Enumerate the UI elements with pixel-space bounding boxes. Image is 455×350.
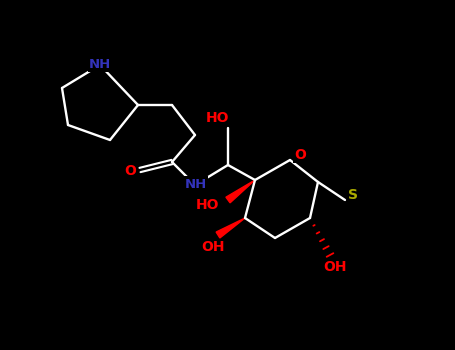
Text: NH: NH xyxy=(185,177,207,190)
Text: NH: NH xyxy=(89,57,111,70)
Text: S: S xyxy=(348,188,358,202)
Text: O: O xyxy=(124,164,136,178)
Text: HO: HO xyxy=(206,111,230,125)
Text: OH: OH xyxy=(201,240,225,254)
Polygon shape xyxy=(226,180,255,203)
Text: HO: HO xyxy=(196,198,220,212)
Polygon shape xyxy=(216,218,245,238)
Text: O: O xyxy=(294,148,306,162)
Text: OH: OH xyxy=(323,260,347,274)
